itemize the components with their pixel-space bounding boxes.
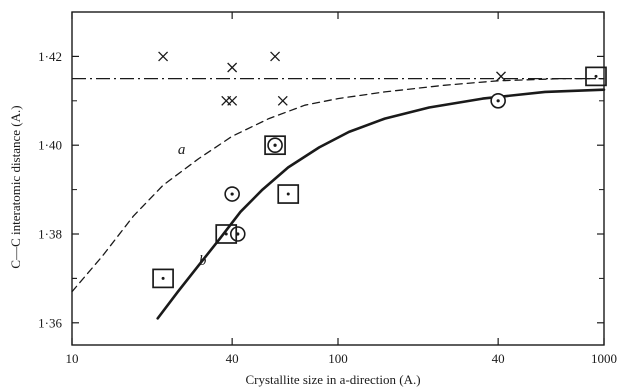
cross-stroke xyxy=(227,62,238,73)
dotted-circle-marker xyxy=(229,226,246,242)
cross-marker xyxy=(277,95,288,106)
y-axis-title: C—C interatomic distance (A.) xyxy=(8,105,23,268)
cross-stroke xyxy=(227,95,238,106)
circle-dot xyxy=(496,99,500,103)
y-tick-label: 1·38 xyxy=(38,227,62,242)
y-tick-label: 1·36 xyxy=(38,315,62,330)
cross-stroke xyxy=(277,95,288,106)
curve-label-a: a xyxy=(178,142,186,158)
x-tick-label: 40 xyxy=(226,351,239,366)
dotted-square-marker xyxy=(277,184,300,204)
dotted-square-marker xyxy=(264,135,286,156)
curve-label-b: b xyxy=(199,253,207,269)
curve-b xyxy=(156,88,606,320)
dotted-circle-marker xyxy=(490,93,506,109)
square-outline xyxy=(585,66,607,87)
plot-frame xyxy=(71,11,605,346)
plot-area xyxy=(71,11,605,346)
cross-marker xyxy=(158,51,169,62)
y-tick-label: 1·40 xyxy=(38,138,62,153)
x-tick-label: 40 xyxy=(492,351,505,366)
square-dot xyxy=(273,143,277,147)
square-dot xyxy=(224,232,228,236)
x-axis-title: Crystallite size in a-direction (A.) xyxy=(245,372,420,387)
x-tick-label: 100 xyxy=(328,351,348,366)
dotted-square-marker xyxy=(152,268,174,289)
square-outline xyxy=(264,135,286,156)
square-outline xyxy=(277,184,300,204)
x-tick-label: 10 xyxy=(66,351,79,366)
cross-stroke xyxy=(158,51,169,62)
dotted-circle-marker xyxy=(224,186,240,202)
y-tick-label: 1·42 xyxy=(38,49,62,64)
cross-marker xyxy=(227,95,238,106)
square-outline xyxy=(152,268,174,289)
circle-dot xyxy=(230,192,234,196)
tick-layer: 10 40 100 40 1000 1·36 1·38 1·40 1·42 xyxy=(38,12,617,366)
square-dot xyxy=(594,74,598,78)
square-dot xyxy=(161,276,165,280)
curve-layer: ab xyxy=(71,77,606,320)
cross-marker xyxy=(270,51,281,62)
x-tick-label: 1000 xyxy=(591,351,617,366)
dotted-square-marker xyxy=(585,66,607,87)
marker-layer xyxy=(152,51,607,289)
square-dot xyxy=(286,192,290,196)
curve-a xyxy=(71,77,605,293)
square-outline xyxy=(215,224,238,244)
cross-marker xyxy=(496,71,506,82)
cross-stroke xyxy=(270,51,281,62)
cross-stroke xyxy=(496,71,506,82)
cross-marker xyxy=(227,62,238,73)
dotted-square-marker xyxy=(215,224,238,244)
